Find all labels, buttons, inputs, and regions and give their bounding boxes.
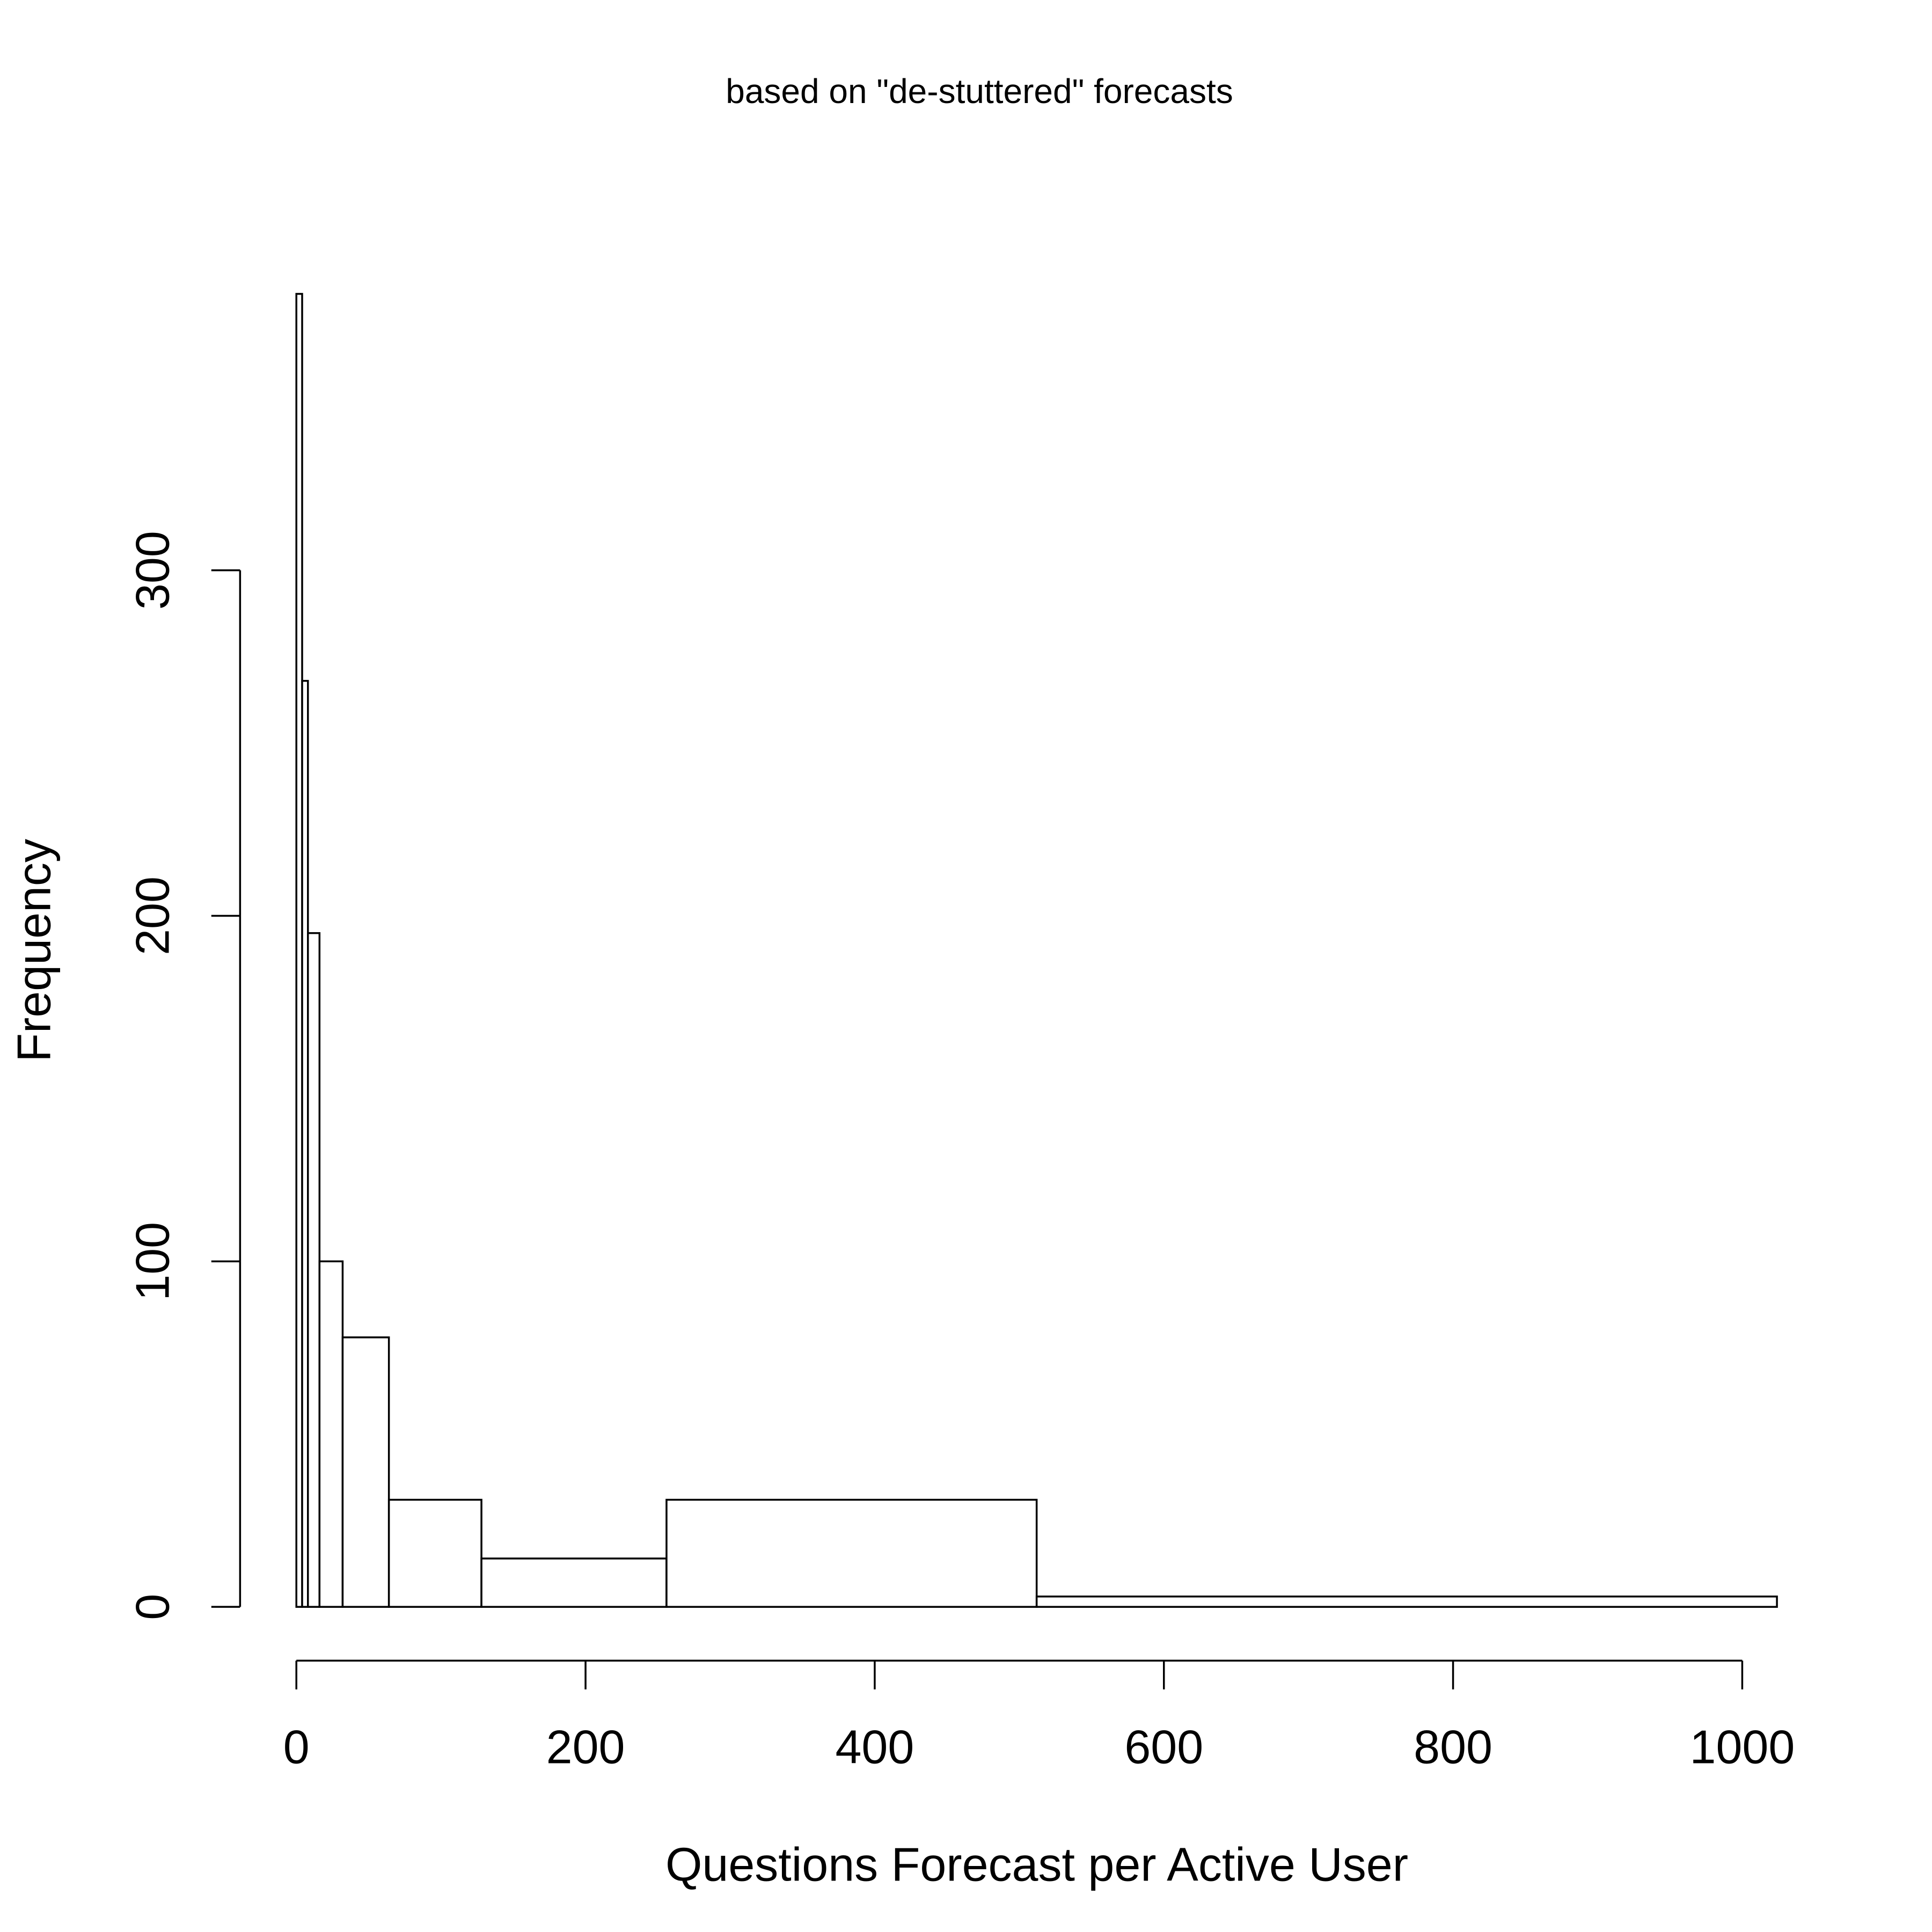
bar: [387, 1498, 482, 1608]
x-tick-label: 600: [1124, 1720, 1203, 1773]
x-tick-label: 0: [283, 1720, 310, 1773]
bar: [307, 932, 321, 1608]
y-axis-title: Frequency: [7, 839, 60, 1062]
x-tick-label: 800: [1414, 1720, 1492, 1773]
bar: [341, 1336, 390, 1608]
x-axis-title: Questions Forecast per Active User: [665, 1838, 1408, 1891]
y-tick-label: 0: [126, 1594, 179, 1620]
x-tick-label: 1000: [1690, 1720, 1795, 1773]
bar: [318, 1260, 344, 1608]
chart-title: based on "de-stuttered" forecasts: [726, 72, 1233, 111]
bar: [1035, 1596, 1778, 1608]
y-tick-label: 100: [126, 1222, 179, 1301]
x-tick-label: 200: [546, 1720, 625, 1773]
bar: [665, 1498, 1038, 1608]
bar: [480, 1557, 668, 1608]
y-tick-label: 300: [126, 531, 179, 610]
x-tick-label: 400: [835, 1720, 914, 1773]
y-tick-label: 200: [126, 876, 179, 955]
